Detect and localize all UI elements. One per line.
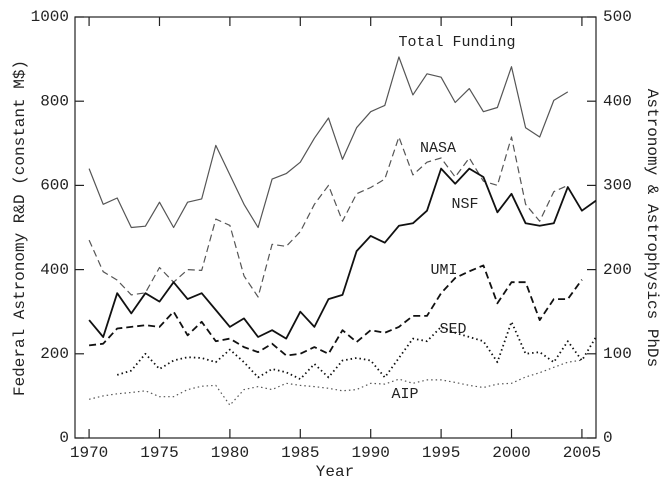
series-line [88,359,582,406]
x-tick-label: 2000 [492,444,530,462]
x-tick-label: 1975 [140,444,178,462]
y-tick-label: 400 [40,261,69,279]
x-tick-label: 1985 [281,444,319,462]
series-line [88,136,569,298]
x-tick-label: 2005 [563,444,601,462]
x-axis-label: Year [316,463,354,481]
y2-tick-label: 100 [603,345,632,363]
series-line [88,56,569,229]
series-label: NSF [451,196,478,213]
series-line [88,264,583,357]
y2-tick-label: 400 [603,92,632,110]
y-tick-label: 0 [59,429,69,447]
series-line [116,320,597,380]
x-tick-label: 1980 [211,444,249,462]
series-label: UMI [430,262,457,279]
y2-axis-label: Astronomy & Astrophysics PhDs [643,89,661,367]
x-tick-label: 1995 [422,444,460,462]
y2-tick-label: 200 [603,261,632,279]
x-tick-label: 1990 [351,444,389,462]
y2-tick-label: 500 [603,8,632,26]
y-tick-label: 800 [40,92,69,110]
series-label: AIP [391,386,418,403]
y2-tick-label: 300 [603,177,632,195]
y-tick-label: 600 [40,177,69,195]
y2-tick-label: 0 [603,429,613,447]
series-label: Total Funding [398,34,515,51]
plot-frame [74,16,597,439]
series-label: SED [439,321,466,338]
y-axis-label: Federal Astronomy R&D (constant M$) [11,60,29,396]
series-line [88,167,597,340]
x-tick-label: 1970 [70,444,108,462]
series-label: NASA [420,140,456,157]
y-tick-label: 200 [40,345,69,363]
y-tick-label: 1000 [31,8,69,26]
